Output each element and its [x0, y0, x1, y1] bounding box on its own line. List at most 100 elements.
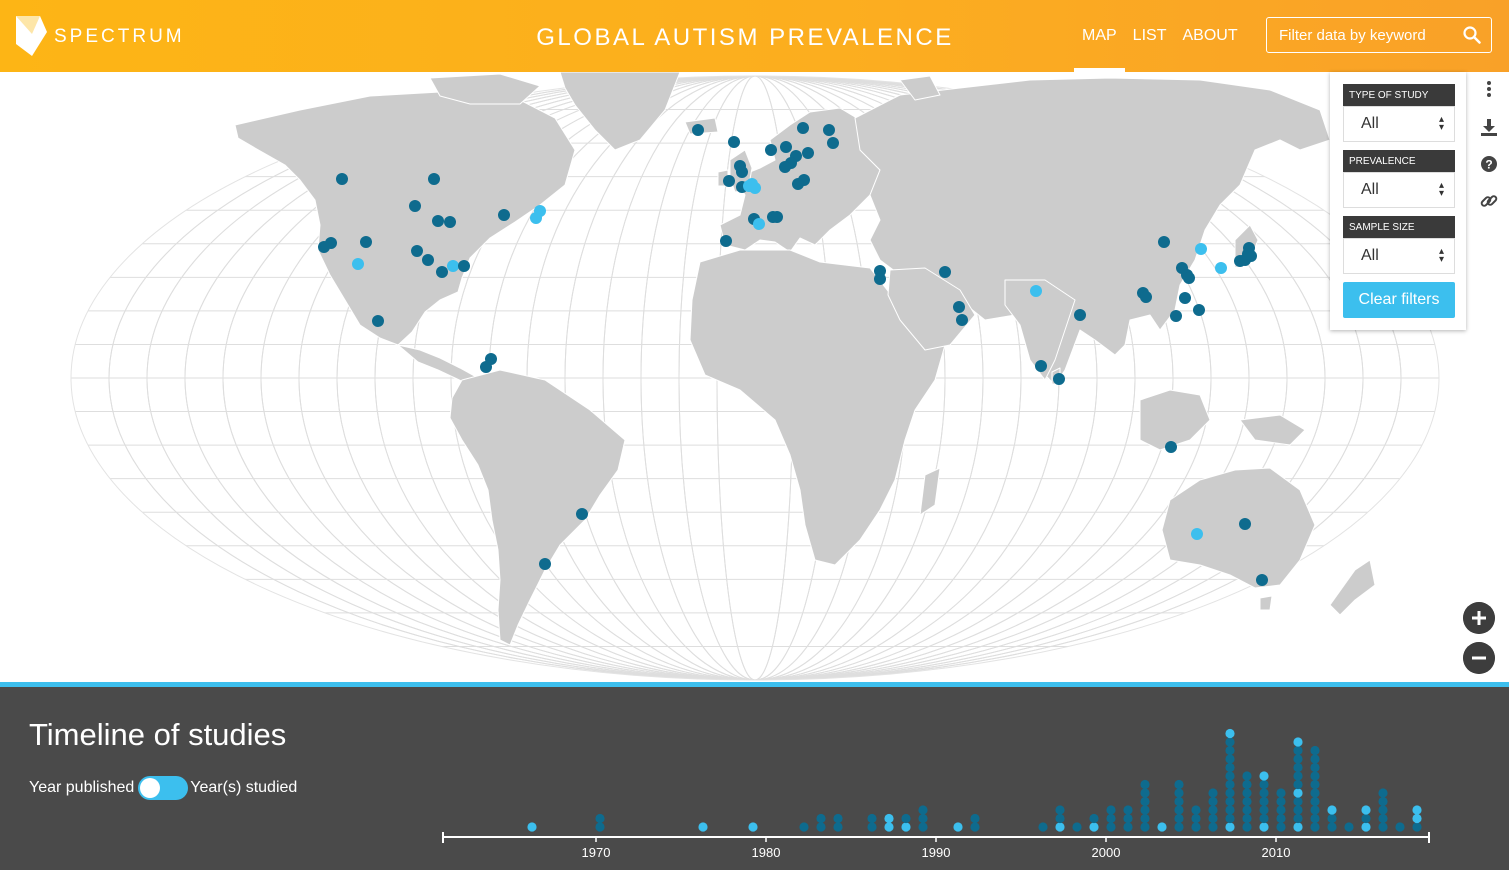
timeline-dot[interactable]	[1038, 822, 1048, 832]
timeline-dot[interactable]	[595, 822, 605, 832]
timeline-dot[interactable]	[1174, 822, 1184, 832]
nav-list[interactable]: LIST	[1132, 27, 1167, 44]
study-marker[interactable]	[432, 215, 444, 227]
timeline-dot[interactable]	[1378, 796, 1388, 807]
timeline-dot[interactable]	[1293, 754, 1303, 764]
timeline-dot[interactable]	[1123, 805, 1133, 815]
zoom-out-button[interactable]	[1463, 642, 1495, 674]
study-markers[interactable]	[318, 122, 1268, 586]
timeline-dot[interactable]	[1225, 788, 1235, 798]
timeline-dot[interactable]	[1106, 822, 1116, 832]
timeline-dot[interactable]	[1106, 805, 1116, 815]
timeline-dot[interactable]	[884, 822, 894, 832]
study-marker[interactable]	[458, 260, 470, 272]
study-marker[interactable]	[779, 161, 791, 173]
timeline-dot[interactable]	[1242, 805, 1252, 815]
timeline-dot[interactable]	[1259, 813, 1269, 824]
study-marker[interactable]	[428, 173, 440, 185]
timeline-dot[interactable]	[1259, 771, 1269, 781]
study-marker[interactable]	[411, 245, 423, 257]
study-marker[interactable]	[765, 144, 777, 156]
study-marker[interactable]	[1165, 441, 1177, 453]
study-marker[interactable]	[576, 508, 588, 520]
timeline-dot[interactable]	[918, 805, 928, 815]
timeline-dot[interactable]	[953, 822, 963, 832]
timeline-dot[interactable]	[1293, 779, 1303, 790]
timeline-dot[interactable]	[1174, 779, 1184, 790]
timeline-dot[interactable]	[1242, 779, 1252, 790]
timeline-dot[interactable]	[1276, 788, 1286, 798]
timeline-dot[interactable]	[1344, 822, 1354, 832]
timeline-dot[interactable]	[1378, 788, 1388, 798]
study-marker[interactable]	[325, 237, 337, 249]
study-marker[interactable]	[1035, 360, 1047, 372]
nav-map[interactable]: MAP	[1074, 0, 1125, 72]
timeline-dot[interactable]	[1242, 822, 1252, 832]
timeline-dot[interactable]	[1276, 813, 1286, 824]
study-marker[interactable]	[823, 124, 835, 136]
study-marker[interactable]	[802, 147, 814, 159]
year-toggle[interactable]	[138, 776, 189, 800]
timeline-dot[interactable]	[1106, 813, 1116, 824]
study-marker[interactable]	[720, 235, 732, 247]
study-marker[interactable]	[1195, 243, 1207, 255]
search-icon[interactable]	[1463, 26, 1481, 44]
timeline-dot[interactable]	[1055, 813, 1065, 824]
timeline-dot[interactable]	[1225, 813, 1235, 824]
timeline-dot[interactable]	[1225, 805, 1235, 815]
timeline-dot[interactable]	[1310, 788, 1320, 798]
study-marker[interactable]	[953, 301, 965, 313]
timeline-dots[interactable]	[527, 728, 1422, 832]
timeline-dot[interactable]	[1361, 822, 1371, 832]
spectrum-logo[interactable]: SPECTRUM	[14, 14, 185, 58]
study-marker[interactable]	[1183, 272, 1195, 284]
timeline-dot[interactable]	[884, 813, 894, 824]
timeline-dot[interactable]	[1327, 822, 1337, 832]
timeline-dot[interactable]	[867, 813, 877, 824]
timeline-dot[interactable]	[698, 822, 708, 832]
study-marker[interactable]	[1179, 292, 1191, 304]
timeline-dot[interactable]	[1293, 796, 1303, 807]
timeline-dot[interactable]	[1310, 805, 1320, 815]
study-marker[interactable]	[728, 136, 740, 148]
timeline-dot[interactable]	[1259, 796, 1269, 807]
timeline-dot[interactable]	[1310, 771, 1320, 781]
study-marker[interactable]	[939, 266, 951, 278]
timeline-dot[interactable]	[1327, 813, 1337, 824]
study-marker[interactable]	[372, 315, 384, 327]
nav-about[interactable]: ABOUT	[1182, 27, 1238, 44]
timeline-dot[interactable]	[1140, 805, 1150, 815]
timeline-dot[interactable]	[1310, 754, 1320, 764]
timeline-dot[interactable]	[1412, 805, 1422, 815]
timeline-dot[interactable]	[1208, 788, 1218, 798]
timeline-dot[interactable]	[1293, 762, 1303, 773]
clear-filters-button[interactable]: Clear filters	[1343, 282, 1455, 318]
timeline-dot[interactable]	[1140, 822, 1150, 832]
timeline-dot[interactable]	[1225, 754, 1235, 764]
timeline-dot[interactable]	[1361, 813, 1371, 824]
study-marker[interactable]	[485, 353, 497, 365]
timeline-dot[interactable]	[918, 822, 928, 832]
timeline-dot[interactable]	[970, 822, 980, 832]
timeline-dot[interactable]	[1225, 745, 1235, 756]
timeline-dot[interactable]	[1174, 805, 1184, 815]
timeline-dot[interactable]	[1293, 788, 1303, 798]
timeline-dot[interactable]	[1242, 813, 1252, 824]
timeline-dot[interactable]	[1208, 822, 1218, 832]
download-icon[interactable]	[1478, 116, 1500, 138]
study-marker[interactable]	[956, 314, 968, 326]
timeline-dot[interactable]	[970, 813, 980, 824]
timeline-dot[interactable]	[1412, 813, 1422, 824]
timeline-dot[interactable]	[1055, 822, 1065, 832]
study-marker[interactable]	[692, 124, 704, 136]
timeline-dot[interactable]	[1310, 796, 1320, 807]
timeline-dot[interactable]	[1310, 822, 1320, 832]
study-marker[interactable]	[336, 173, 348, 185]
study-marker[interactable]	[498, 209, 510, 221]
prevalence-select[interactable]: All ▴ ▾	[1343, 172, 1455, 208]
timeline-dot[interactable]	[833, 822, 843, 832]
timeline-dot[interactable]	[1208, 805, 1218, 815]
study-marker[interactable]	[1158, 236, 1170, 248]
study-marker[interactable]	[530, 212, 542, 224]
study-marker[interactable]	[736, 166, 748, 178]
